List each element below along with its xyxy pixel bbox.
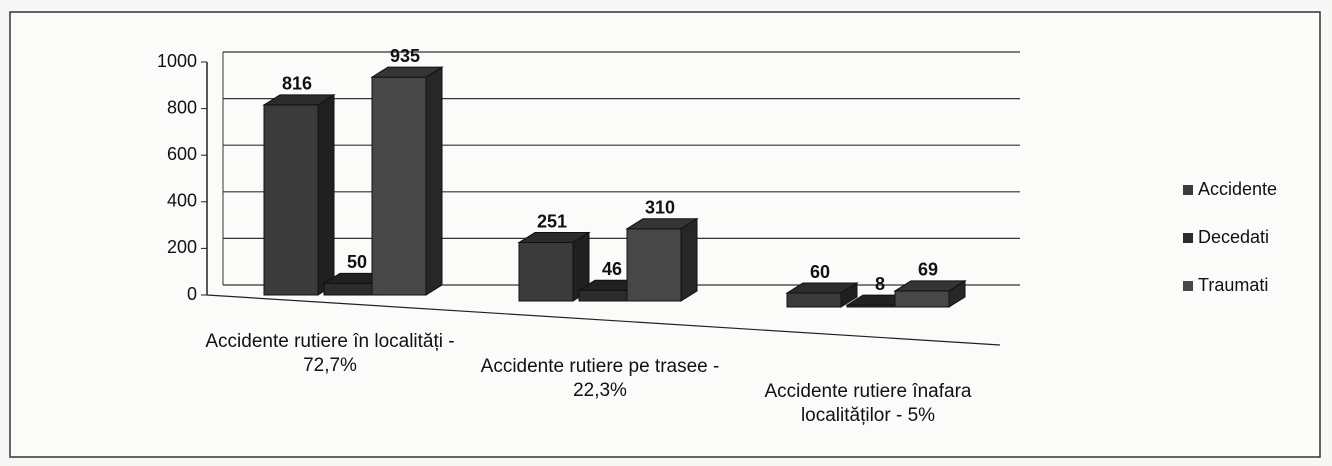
bar <box>370 66 444 296</box>
bar <box>262 93 336 296</box>
legend-label: Decedati <box>1198 227 1269 247</box>
bar <box>625 217 699 302</box>
bar-front <box>578 289 634 302</box>
legend-swatch <box>1183 281 1193 291</box>
x-tick-label: Accidente rutiere pe trasee - 22,3% <box>480 356 720 401</box>
legend-label: Accidente <box>1198 179 1277 199</box>
bar-front <box>786 292 842 308</box>
y-tick-label: 200 <box>167 237 197 257</box>
bar-front <box>518 242 574 302</box>
y-tick-label: 0 <box>187 284 197 304</box>
bar-front <box>371 76 427 296</box>
data-label: 60 <box>810 262 830 282</box>
bar-side <box>680 217 698 302</box>
y-tick-label: 600 <box>167 144 197 164</box>
data-label: 935 <box>390 46 420 66</box>
data-label: 46 <box>602 259 622 279</box>
bar-side <box>425 66 443 296</box>
bar-front <box>323 282 379 296</box>
data-label: 50 <box>347 252 367 272</box>
data-label: 8 <box>875 274 885 294</box>
y-tick-label: 400 <box>167 191 197 211</box>
legend-swatch <box>1183 233 1193 243</box>
legend-label: Traumati <box>1198 275 1268 295</box>
bar-front <box>894 290 950 308</box>
bar-front <box>263 104 319 296</box>
legend-swatch <box>1183 185 1193 195</box>
bar <box>893 280 967 308</box>
bar-front <box>626 228 682 302</box>
bar <box>785 282 859 308</box>
bar <box>517 231 591 302</box>
floor-edge <box>206 294 1001 346</box>
data-label: 69 <box>918 260 938 280</box>
x-tick-label: Accidente rutiere în localități - 72,7% <box>205 331 455 376</box>
bar-side <box>948 280 966 308</box>
data-label: 310 <box>645 198 675 218</box>
bar-side <box>317 93 335 296</box>
y-tick-label: 800 <box>167 97 197 117</box>
data-label: 816 <box>282 74 312 94</box>
y-tick-label: 1000 <box>157 51 197 71</box>
data-label: 251 <box>537 211 567 231</box>
x-tick-label: Accidente rutiere înafara localităților … <box>764 381 972 426</box>
bar-side <box>840 282 858 308</box>
